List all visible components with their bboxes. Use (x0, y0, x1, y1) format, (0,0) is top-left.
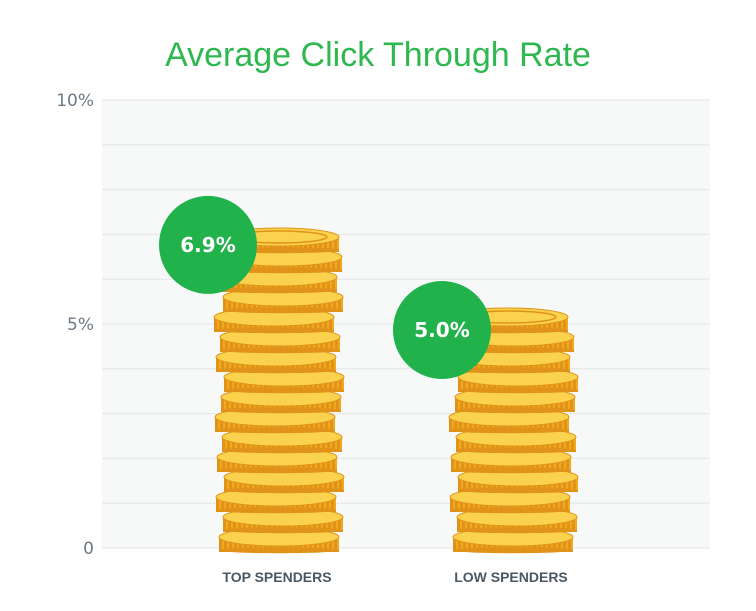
bar-low-spenders: 5.0% (393, 281, 579, 554)
coin-bottom (456, 447, 576, 454)
coin-bottom (223, 307, 343, 314)
coin-bottom (453, 547, 573, 554)
data-label-badge (393, 281, 491, 379)
chart-title: Average Click Through Rate (165, 36, 591, 74)
coin-bottom (450, 507, 570, 514)
x-category-label: LOW SPENDERS (454, 569, 568, 585)
coin-bottom (221, 407, 341, 414)
data-label: 6.9% (180, 233, 235, 257)
y-tick-label: 5% (67, 315, 94, 335)
coin-bottom (214, 327, 334, 334)
x-axis-categories: TOP SPENDERS LOW SPENDERS (222, 569, 567, 585)
coin-bottom (216, 367, 336, 374)
coin-bottom (220, 347, 340, 354)
coin-bottom (216, 507, 336, 514)
coin-bottom (219, 547, 339, 554)
coin-bottom (224, 487, 344, 494)
bar-top-spenders: 6.9% (159, 195, 345, 554)
coin-bottom (217, 467, 337, 474)
coin-bottom (457, 527, 577, 534)
coin-bottom (223, 527, 343, 534)
coin-bottom (458, 487, 578, 494)
coin-bottom (222, 267, 342, 274)
coin-bottom (450, 367, 570, 374)
y-axis-ticks: 0 5% 10% (56, 91, 94, 559)
coin-bottom (455, 407, 575, 414)
coin-bottom (224, 387, 344, 394)
y-tick-label: 10% (56, 91, 94, 111)
coin-stack-bars: 6.9% 5.0% (159, 195, 579, 554)
data-label: 5.0% (414, 318, 469, 342)
coin-bottom (222, 447, 342, 454)
coin-bottom (458, 387, 578, 394)
coin-bottom (217, 287, 337, 294)
x-category-label: TOP SPENDERS (222, 569, 331, 585)
coin-bottom (215, 427, 335, 434)
coin-bottom (451, 467, 571, 474)
y-tick-label: 0 (83, 539, 94, 559)
coin-bottom (449, 427, 569, 434)
data-label-badge (159, 195, 257, 294)
